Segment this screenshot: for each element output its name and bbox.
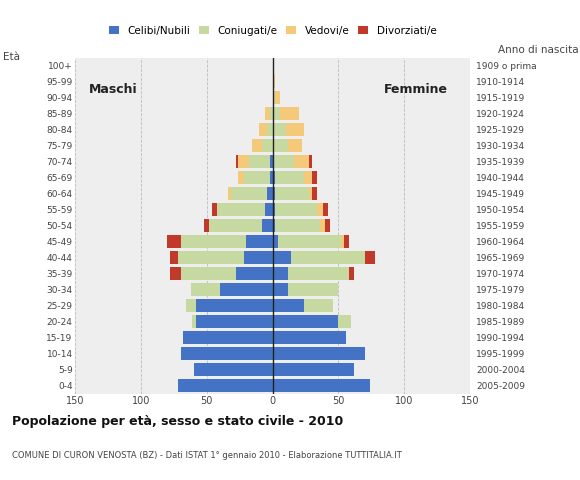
Bar — [238, 155, 249, 168]
Bar — [276, 187, 309, 200]
Bar — [170, 251, 178, 264]
Bar — [312, 187, 317, 200]
Bar — [193, 315, 197, 328]
Bar — [230, 187, 267, 200]
Bar — [312, 171, 317, 184]
Bar — [273, 283, 288, 296]
Bar — [276, 203, 317, 216]
Bar — [270, 107, 273, 120]
Bar — [178, 379, 273, 392]
Bar — [273, 123, 286, 136]
Bar — [338, 315, 351, 328]
Bar — [170, 267, 180, 280]
Bar — [259, 123, 267, 136]
Bar — [262, 219, 273, 232]
Bar — [246, 235, 273, 248]
Bar — [180, 235, 246, 248]
Bar — [273, 235, 278, 248]
Bar — [220, 283, 273, 296]
Bar — [291, 251, 365, 264]
Bar — [273, 315, 338, 328]
Text: Anno di nascita: Anno di nascita — [498, 45, 579, 55]
Bar — [238, 171, 244, 184]
Bar — [273, 251, 291, 264]
Bar — [197, 315, 273, 328]
Bar — [325, 219, 331, 232]
Bar — [293, 155, 309, 168]
Bar — [273, 91, 275, 104]
Bar — [288, 267, 349, 280]
Bar — [276, 91, 281, 104]
Bar — [273, 363, 354, 376]
Bar — [273, 267, 288, 280]
Bar — [264, 203, 273, 216]
Bar — [273, 299, 304, 312]
Text: Popolazione per età, sesso e stato civile - 2010: Popolazione per età, sesso e stato civil… — [12, 415, 343, 428]
Bar — [304, 171, 312, 184]
Bar — [212, 203, 218, 216]
Text: Maschi: Maschi — [89, 83, 137, 96]
Bar — [343, 235, 349, 248]
Bar — [309, 155, 312, 168]
Bar — [273, 331, 346, 344]
Bar — [273, 75, 275, 88]
Legend: Celibi/Nubili, Coniugati/e, Vedovi/e, Divorziati/e: Celibi/Nubili, Coniugati/e, Vedovi/e, Di… — [109, 26, 436, 36]
Bar — [273, 171, 275, 184]
Bar — [194, 363, 273, 376]
Bar — [341, 235, 343, 248]
Bar — [178, 251, 244, 264]
Bar — [273, 219, 275, 232]
Text: Età: Età — [3, 52, 20, 62]
Bar — [267, 123, 273, 136]
Bar — [322, 203, 328, 216]
Bar — [304, 299, 333, 312]
Bar — [218, 203, 264, 216]
Bar — [204, 219, 209, 232]
Bar — [273, 379, 370, 392]
Bar — [186, 299, 197, 312]
Bar — [278, 235, 341, 248]
Bar — [276, 171, 304, 184]
Bar — [197, 299, 273, 312]
Bar — [249, 155, 270, 168]
Bar — [262, 139, 273, 152]
Text: COMUNE DI CURON VENOSTA (BZ) - Dati ISTAT 1° gennaio 2010 - Elaborazione TUTTITA: COMUNE DI CURON VENOSTA (BZ) - Dati ISTA… — [12, 451, 401, 460]
Bar — [270, 171, 273, 184]
Bar — [317, 203, 322, 216]
Bar — [236, 267, 273, 280]
Bar — [276, 219, 320, 232]
Bar — [273, 347, 365, 360]
Bar — [286, 123, 304, 136]
Bar — [273, 203, 275, 216]
Bar — [273, 107, 281, 120]
Bar — [273, 155, 293, 168]
Bar — [281, 107, 299, 120]
Bar — [236, 155, 238, 168]
Bar — [191, 283, 220, 296]
Bar — [209, 219, 262, 232]
Bar — [264, 107, 270, 120]
Bar — [244, 251, 273, 264]
Bar — [180, 267, 236, 280]
Bar — [320, 219, 325, 232]
Bar — [267, 187, 273, 200]
Text: Femmine: Femmine — [385, 83, 448, 96]
Bar — [273, 139, 288, 152]
Bar — [228, 187, 230, 200]
Bar — [183, 331, 273, 344]
Bar — [309, 187, 312, 200]
Bar — [252, 139, 262, 152]
Bar — [365, 251, 375, 264]
Bar — [168, 235, 180, 248]
Bar — [180, 347, 273, 360]
Bar — [244, 171, 270, 184]
Bar — [273, 187, 275, 200]
Bar — [288, 283, 338, 296]
Bar — [349, 267, 354, 280]
Bar — [288, 139, 302, 152]
Bar — [270, 155, 273, 168]
